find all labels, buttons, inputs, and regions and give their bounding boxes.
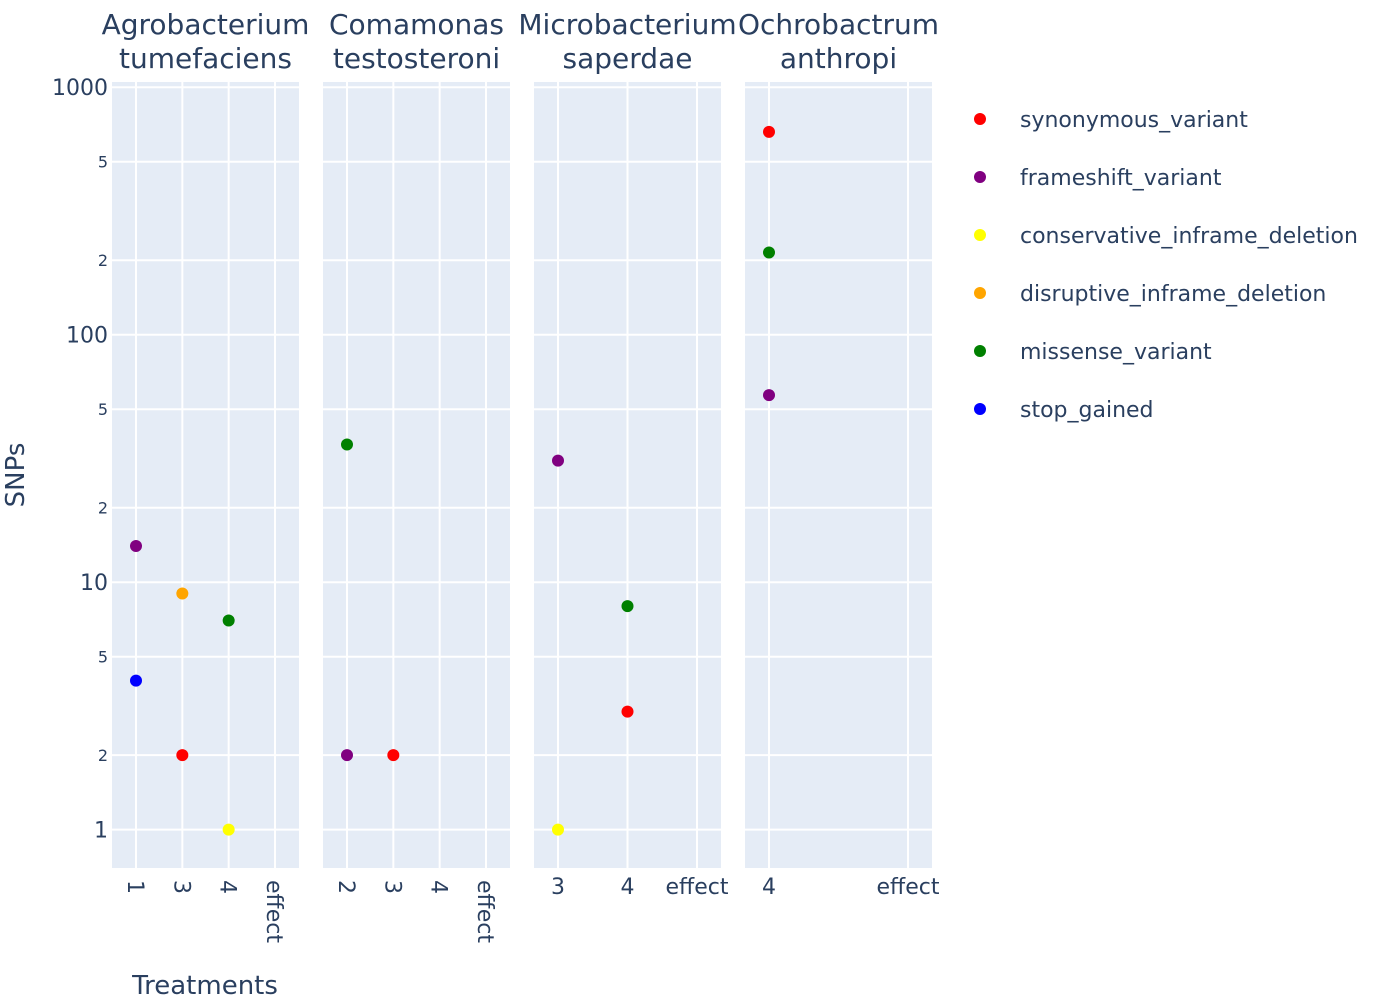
x-tick-label: effect [472, 880, 497, 943]
panel-background [745, 82, 932, 868]
legend: synonymous_variant frameshift_variantcons… [974, 108, 1358, 423]
legend-item-conservative_inframe_deletion: conservative_inframe_deletion [974, 224, 1358, 249]
x-tick-label: 3 [168, 880, 193, 894]
panel-title-line: Ochrobactrum [738, 8, 939, 41]
data-point-missense_variant [222, 614, 235, 627]
x-tick-label: 3 [379, 880, 404, 894]
data-point-disruptive_inframe_deletion [176, 587, 189, 600]
y-axis: 1 10 100 1000 2 5 2 5 2 5 [52, 76, 108, 843]
legend-marker [974, 171, 986, 183]
data-point-frameshift_variant [341, 749, 353, 762]
y-tick-label: 100 [66, 324, 108, 349]
y-tick-label: 10 [80, 571, 108, 596]
legend-marker [974, 345, 986, 357]
x-tick-label: effect [261, 880, 286, 943]
legend-item-synonymous_variant: synonymous_variant [974, 108, 1248, 133]
legend-label: conservative_inframe_deletion [1020, 224, 1358, 249]
x-tick-label: 4 [762, 875, 776, 900]
data-point-conservative_inframe_deletion [222, 823, 235, 836]
panel-title-line: tumefaciens [119, 42, 292, 75]
data-point-missense_variant [341, 438, 353, 451]
legend-label: frameshift_variant [1020, 166, 1222, 191]
panel-background [323, 82, 510, 868]
legend-label: synonymous_variant [1020, 108, 1248, 133]
panel-title-line: saperdae [563, 42, 693, 75]
legend-item-missense_variant: missense_variant [974, 340, 1212, 365]
legend-item-frameshift_variant: frameshift_variant [974, 166, 1222, 191]
data-point-missense_variant [621, 600, 634, 613]
x-axis-title: Treatments [131, 971, 278, 1000]
x-tick-label: 1 [122, 880, 147, 894]
y-minor-tick-label: 5 [98, 400, 108, 419]
y-minor-tick-label: 5 [98, 648, 108, 667]
legend-item-stop_gained: stop_gained [974, 398, 1154, 423]
y-minor-tick-label: 5 [98, 153, 108, 172]
y-tick-label: 1 [94, 819, 108, 844]
legend-marker [974, 403, 986, 415]
x-tick-label: effect [877, 875, 940, 900]
legend-marker [974, 113, 986, 125]
x-tick-label: 3 [551, 875, 565, 900]
x-tick-label: 4 [621, 875, 635, 900]
data-point-frameshift_variant [763, 389, 775, 402]
legend-label: disruptive_inframe_deletion [1020, 282, 1326, 307]
data-point-synonymous_variant [763, 125, 775, 138]
x-tick-label: effect [666, 875, 729, 900]
x-tick-label: 2 [333, 880, 358, 894]
data-point-stop_gained [130, 674, 142, 687]
data-point-synonymous_variant [621, 705, 634, 718]
x-tick-label: 4 [426, 880, 451, 894]
data-point-synonymous_variant [387, 749, 400, 762]
panel-title-line: anthropi [780, 42, 897, 75]
x-tick-label: 4 [215, 880, 240, 894]
y-minor-tick-label: 2 [98, 746, 108, 765]
y-minor-tick-label: 2 [98, 251, 108, 270]
legend-item-disruptive_inframe_deletion: disruptive_inframe_deletion [974, 282, 1326, 307]
y-tick-label: 1000 [52, 76, 108, 101]
data-point-frameshift_variant [552, 454, 564, 467]
data-point-frameshift_variant [130, 540, 142, 553]
y-minor-tick-label: 2 [98, 499, 108, 518]
panel-title-line: testosteroni [333, 42, 500, 75]
legend-label: stop_gained [1020, 398, 1154, 423]
panel-title-line: Agrobacterium [102, 8, 310, 41]
legend-label: missense_variant [1020, 340, 1212, 365]
data-point-synonymous_variant [176, 749, 189, 762]
data-point-missense_variant [763, 246, 775, 259]
panel-title-line: Comamonas [329, 8, 504, 41]
y-axis-title: SNPs [1, 443, 31, 508]
panel-title-line: Microbacterium [518, 8, 736, 41]
data-point-conservative_inframe_deletion [552, 823, 564, 836]
panel-background [112, 82, 299, 868]
legend-marker [974, 287, 986, 299]
legend-marker [974, 229, 986, 241]
